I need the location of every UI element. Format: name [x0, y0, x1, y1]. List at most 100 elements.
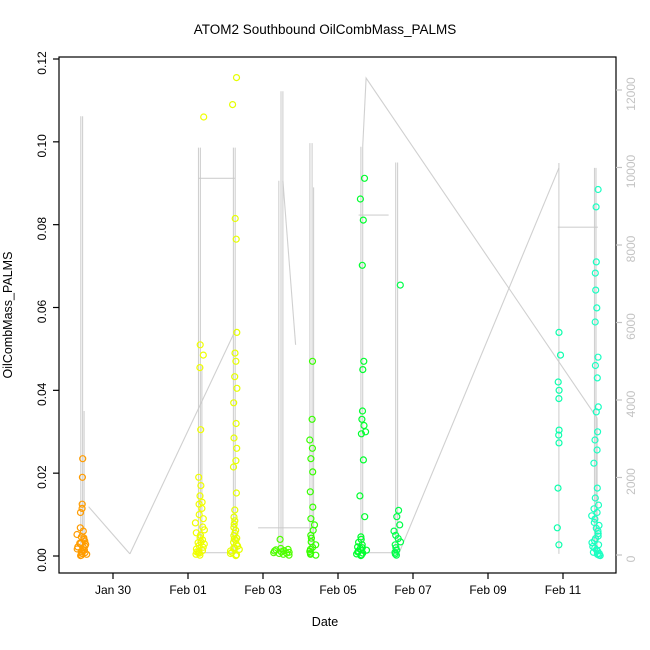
data-point — [309, 503, 317, 511]
data-point — [593, 446, 601, 454]
data-point — [79, 546, 87, 554]
data-point — [591, 515, 599, 523]
data-point — [392, 551, 400, 559]
data-point — [80, 534, 88, 542]
trace-line — [362, 76, 598, 419]
data-point — [233, 444, 241, 452]
cluster-feb01 — [191, 113, 208, 559]
data-point — [231, 214, 239, 223]
data-point — [230, 399, 238, 407]
data-point — [556, 351, 565, 359]
data-point — [591, 361, 600, 370]
data-point — [594, 501, 603, 509]
data-point — [554, 484, 562, 492]
x-tick-label: Feb 09 — [469, 583, 507, 597]
data-point — [555, 395, 563, 403]
data-point — [592, 258, 600, 266]
data-point — [195, 510, 203, 519]
data-point — [231, 373, 239, 381]
trace-line — [88, 506, 131, 555]
data-point — [593, 484, 601, 492]
data-point — [396, 538, 405, 546]
x-axis-title: Date — [311, 615, 339, 629]
data-point — [593, 374, 601, 382]
data-point — [308, 415, 316, 423]
x-tick-label: Feb 07 — [394, 583, 432, 597]
data-point — [235, 545, 243, 554]
data-point — [360, 174, 369, 182]
cluster-feb06 — [390, 281, 405, 559]
data-point — [358, 415, 366, 423]
data-point — [593, 428, 602, 436]
data-point — [196, 492, 204, 500]
data-point — [231, 544, 239, 552]
data-point — [78, 504, 86, 512]
data-point — [312, 551, 320, 559]
data-point — [554, 378, 562, 386]
y-right-tick-label: 12000 — [624, 77, 638, 111]
data-point — [230, 434, 238, 442]
data-point — [308, 444, 316, 452]
data-point — [590, 459, 598, 467]
y-right-tick-label: 8000 — [624, 235, 638, 262]
data-point — [232, 489, 240, 497]
data-point — [229, 100, 237, 109]
data-points — [73, 73, 604, 560]
cluster-feb02 — [226, 73, 243, 560]
data-point — [231, 349, 239, 357]
data-point — [395, 506, 403, 514]
y-right-tick-label: 6000 — [624, 313, 638, 340]
data-point — [306, 488, 314, 496]
data-point — [232, 235, 240, 243]
data-point — [230, 513, 238, 521]
x-tick-label: Jan 30 — [95, 583, 131, 597]
data-point — [555, 541, 563, 549]
data-point — [555, 426, 563, 434]
chart-title: ATOM2 Southbound OilCombMass_PALMS — [193, 22, 457, 37]
cluster-feb03 — [270, 535, 293, 559]
cluster-jan29 — [73, 455, 91, 560]
data-point — [361, 513, 369, 521]
data-point — [360, 421, 368, 430]
data-point — [199, 351, 207, 359]
y-right-tick-label: 4000 — [624, 390, 638, 417]
data-point — [78, 549, 86, 557]
data-point — [396, 521, 404, 529]
data-point — [593, 508, 601, 517]
data-point — [309, 468, 317, 476]
data-point — [592, 286, 600, 294]
data-point — [199, 543, 207, 551]
data-point — [195, 473, 203, 481]
data-point — [393, 546, 401, 554]
data-point — [198, 504, 206, 512]
data-point — [359, 456, 367, 464]
y-left-tick-label: 0.12 — [35, 51, 49, 75]
data-point — [555, 328, 563, 336]
data-point — [197, 426, 205, 434]
data-point — [391, 550, 399, 558]
data-point — [232, 73, 241, 82]
data-point — [194, 548, 202, 556]
data-point — [285, 548, 293, 556]
data-point — [232, 551, 241, 559]
data-point — [362, 428, 370, 436]
y-left-tick-label: 0.02 — [35, 465, 49, 489]
data-point — [594, 527, 602, 535]
data-point — [555, 439, 563, 447]
data-point — [594, 185, 602, 194]
data-point — [74, 543, 82, 551]
data-point — [233, 384, 241, 392]
data-point — [591, 436, 599, 444]
x-tick-label: Feb 05 — [319, 583, 357, 597]
data-point — [307, 455, 315, 463]
data-point — [231, 506, 239, 514]
cluster-feb10 — [553, 328, 565, 549]
data-point — [591, 318, 599, 326]
data-point — [591, 269, 599, 277]
cluster-feb11 — [588, 185, 604, 560]
y-right-tick-label: 2000 — [624, 468, 638, 495]
data-point — [358, 261, 366, 269]
data-point — [232, 457, 240, 465]
